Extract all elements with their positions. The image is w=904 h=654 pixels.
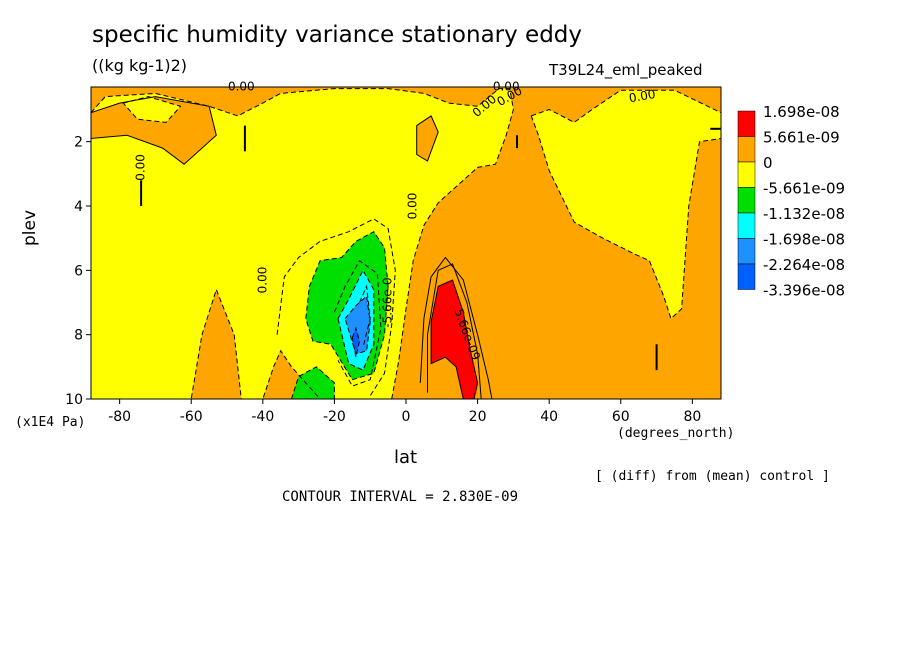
region-main-negative	[91, 88, 514, 399]
legend-swatch	[737, 263, 756, 290]
y-tick-label: 6	[74, 263, 83, 279]
contour-edge-orange-spot-upper	[416, 115, 439, 162]
y-tick-label: 10	[65, 392, 83, 408]
y-axis-units: (x1E4 Pa)	[15, 415, 86, 430]
run-id: T39L24_eml_peaked	[549, 61, 703, 79]
legend-label: -2.264e-08	[763, 256, 845, 274]
color-legend: 1.698e-08 5.661e-09 0 -5.661e-09 -1.132e-08 -…	[737, 103, 845, 300]
contour-edge-top-blob-yellow	[122, 96, 182, 123]
contour-edge-green-main	[305, 231, 389, 381]
contour-edge-blue	[344, 295, 371, 355]
contour-edge-cyan	[337, 269, 375, 371]
contour-label: 0.00	[255, 267, 269, 294]
region-orange-spot-upper	[416, 115, 439, 161]
legend-label: -5.661e-09	[763, 180, 845, 198]
contour-label: -5.66e-0	[381, 277, 395, 327]
region-red-core	[431, 280, 478, 399]
chart-title: specific humidity variance stationary ed…	[92, 22, 583, 48]
region-top-blob-yellow	[123, 96, 181, 123]
x-tick-label: 20	[469, 409, 487, 425]
legend-swatch	[737, 187, 756, 214]
plot-fill-regions	[91, 87, 721, 399]
legend-label: 1.698e-08	[763, 103, 840, 121]
region-top-blob-orange	[91, 96, 217, 165]
x-tick-label: 60	[612, 409, 630, 425]
contour-line	[276, 218, 396, 397]
x-tick-label: -80	[108, 409, 131, 425]
x-axis-label: lat	[394, 447, 418, 468]
chart-units: ((kg kg-1)2)	[92, 56, 188, 75]
x-axis-units: (degrees_north)	[617, 426, 735, 441]
diff-note: [ (diff) from (mean) control ]	[595, 469, 830, 484]
contour-label: 0.00	[134, 154, 148, 181]
contour-line	[427, 263, 482, 400]
contour-edge-red-core	[430, 279, 479, 400]
axis-ticks: -80 -60 -40 -20 0 20 40 60 80 2 4 6 8 10	[65, 135, 701, 425]
legend-swatch	[737, 110, 756, 137]
y-tick-label: 8	[74, 328, 83, 344]
legend-swatch	[737, 161, 756, 188]
legend-label: 0	[763, 154, 773, 172]
x-tick-label: -60	[180, 409, 203, 425]
contour-line	[359, 284, 371, 348]
region-blue	[345, 296, 371, 354]
y-tick-label: 4	[74, 199, 83, 215]
contour-edge-top-blob-orange	[90, 96, 217, 165]
contour-interval: CONTOUR INTERVAL = 2.830E-09	[282, 489, 519, 505]
x-tick-label: -40	[251, 409, 274, 425]
x-tick-label: 40	[540, 409, 558, 425]
contour-line	[333, 259, 382, 387]
x-tick-label: 0	[402, 409, 411, 425]
legend-label: -1.698e-08	[763, 231, 845, 249]
legend-label: -1.132e-08	[763, 205, 845, 223]
contour-label: 0.00	[628, 87, 657, 105]
contour-edge-right-lobe	[530, 89, 722, 320]
legend-label: -3.396e-08	[763, 282, 845, 300]
region-right-lobe	[531, 90, 721, 319]
legend-swatch	[737, 136, 756, 163]
legend-label: 5.661e-09	[763, 129, 840, 147]
legend-swatch	[737, 238, 756, 265]
legend-swatch	[737, 212, 756, 239]
x-tick-label: -20	[323, 409, 346, 425]
contour-label: 0.00	[406, 193, 420, 220]
x-tick-label: 80	[683, 409, 701, 425]
y-tick-label: 2	[74, 135, 83, 151]
